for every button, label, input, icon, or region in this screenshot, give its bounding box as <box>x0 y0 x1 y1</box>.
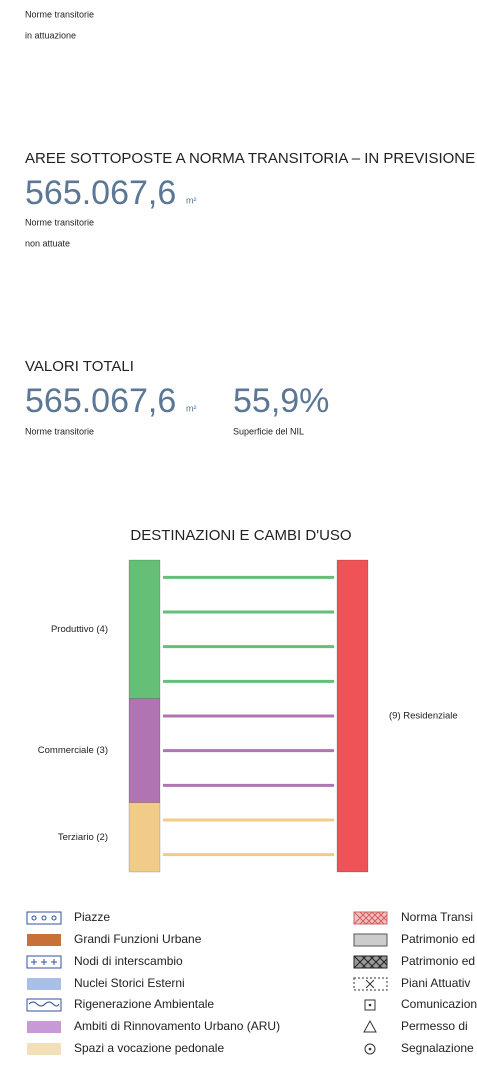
legend-label: Permesso di <box>401 1019 468 1033</box>
legend-label: Patrimonio ed <box>401 954 475 968</box>
icon <box>27 934 61 946</box>
source-node <box>128 802 161 873</box>
source-node <box>128 698 161 803</box>
icon <box>28 1001 60 1007</box>
icon <box>353 933 388 947</box>
legend-label: Patrimonio ed <box>401 932 475 946</box>
icon <box>51 915 57 921</box>
icon <box>365 979 375 989</box>
legend-label: Piani Attuativ <box>401 976 470 990</box>
unit: m² <box>186 195 197 205</box>
legend-label: Segnalazione <box>401 1041 474 1055</box>
note: non attuate <box>25 238 70 248</box>
node-label: (9) Residenziale <box>389 711 458 722</box>
legend-label: Spazi a vocazione pedonale <box>74 1041 224 1055</box>
unit: m² <box>186 403 197 413</box>
target-node <box>336 559 369 873</box>
icon <box>41 915 47 921</box>
icon <box>27 1043 61 1055</box>
note: Norme transitorie <box>25 426 94 436</box>
note: Norme transitorie <box>25 217 94 227</box>
legend-label: Rigenerazione Ambientale <box>74 997 214 1011</box>
icon <box>26 911 62 925</box>
legend-label: Grandi Funzioni Urbane <box>74 932 202 946</box>
diagram-title: DESTINAZIONI E CAMBI D'USO <box>130 527 351 544</box>
icon <box>368 1003 372 1007</box>
legend: Piazze Grandi Funzioni Urbane Nodi di inte… <box>74 910 477 1055</box>
note: Superficie del NIL <box>233 426 304 436</box>
icon <box>363 1019 377 1033</box>
legend-label: Piazze <box>74 910 110 924</box>
node-label: Commerciale (3) <box>38 745 108 756</box>
icon <box>353 911 388 925</box>
sankey: Produttivo (4) Commerciale (3) Terziario (… <box>38 559 458 873</box>
source-node <box>128 559 161 699</box>
legend-label: Comunicazion <box>401 997 477 1011</box>
legend-label: Norma Transi <box>401 910 473 924</box>
note: in attuazione <box>25 30 76 40</box>
value: 565.067,6 <box>25 382 176 420</box>
legend-label: Ambiti di Rinnovamento Urbano (ARU) <box>74 1019 280 1033</box>
icon <box>353 955 388 969</box>
icon <box>368 1047 372 1051</box>
section-heading: AREE SOTTOPOSTE A NORMA TRANSITORIA – IN… <box>25 150 475 167</box>
value: 55,9% <box>233 382 329 420</box>
icon <box>27 978 61 990</box>
value: 565.067,6 <box>25 174 176 212</box>
icon <box>31 959 57 965</box>
icon <box>31 915 37 921</box>
legend-icons <box>26 911 388 1055</box>
icon <box>353 911 388 925</box>
icon <box>364 1043 376 1055</box>
icon <box>27 1021 61 1033</box>
legend-label: Nodi di interscambio <box>74 954 183 968</box>
section-heading: VALORI TOTALI <box>25 358 134 375</box>
node-label: Produttivo (4) <box>51 624 108 635</box>
legend-label: Nuclei Storici Esterni <box>74 976 185 990</box>
node-label: Terziario (2) <box>58 832 108 843</box>
note: Norme transitorie <box>25 9 94 19</box>
icon <box>353 955 388 969</box>
